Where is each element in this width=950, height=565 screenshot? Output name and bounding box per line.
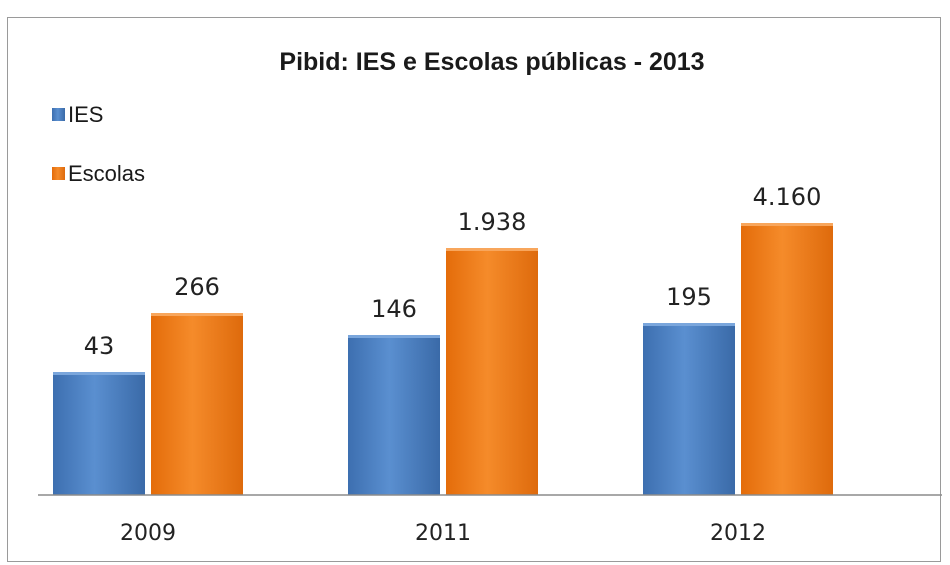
bar-ies-2011 (348, 335, 440, 495)
data-label-escolas-2012: 4.160 (753, 183, 822, 211)
bar-ies-2012 (643, 323, 735, 495)
bar-highlight-ies-2009 (53, 372, 145, 375)
legend-label-ies: IES (68, 102, 103, 127)
chart-frame: Pibid: IES e Escolas públicas - 2013 IES… (7, 17, 942, 562)
bars: 43 266 146 1.938 195 4.160 (53, 183, 833, 495)
chart-title: Pibid: IES e Escolas públicas - 2013 (279, 48, 704, 76)
bar-escolas-2012 (741, 223, 833, 495)
legend-label-escolas: Escolas (68, 161, 145, 186)
bar-highlight-ies-2012 (643, 323, 735, 326)
data-label-ies-2011: 146 (371, 295, 417, 323)
legend-swatch-ies (52, 108, 65, 121)
bar-escolas-2011 (446, 248, 538, 495)
legend: IES Escolas (52, 102, 145, 186)
data-label-escolas-2011: 1.938 (458, 208, 527, 236)
bar-chart: Pibid: IES e Escolas públicas - 2013 IES… (38, 48, 942, 546)
data-label-escolas-2009: 266 (174, 273, 220, 301)
bar-highlight-ies-2011 (348, 335, 440, 338)
bar-escolas-2009 (151, 313, 243, 495)
legend-swatch-escolas (52, 167, 65, 180)
data-label-ies-2009: 43 (84, 332, 115, 360)
x-tick-label-2011: 2011 (415, 521, 471, 546)
bar-ies-2009 (53, 372, 145, 495)
data-label-ies-2012: 195 (666, 283, 712, 311)
bar-highlight-escolas-2012 (741, 223, 833, 226)
x-tick-label-2009: 2009 (120, 521, 176, 546)
x-axis-ticks: 2009 2011 2012 (120, 521, 766, 546)
bar-highlight-escolas-2009 (151, 313, 243, 316)
x-tick-label-2012: 2012 (710, 521, 766, 546)
bar-highlight-escolas-2011 (446, 248, 538, 251)
